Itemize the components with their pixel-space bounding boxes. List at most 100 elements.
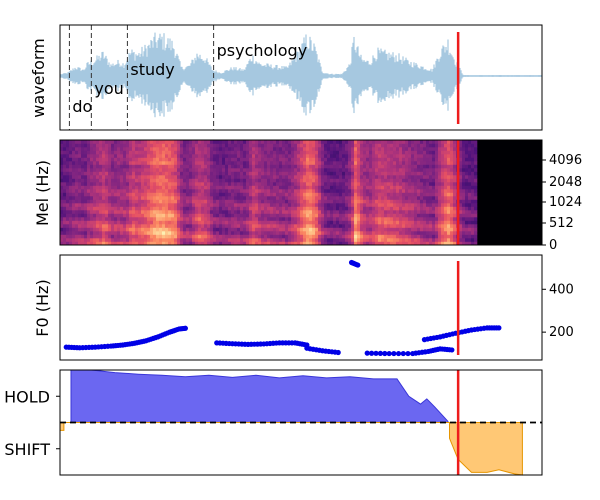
- mel-cell: [231, 185, 235, 190]
- mel-cell: [255, 217, 259, 221]
- mel-cell: [420, 171, 424, 176]
- mel-cell: [153, 220, 157, 225]
- mel-cell: [285, 175, 289, 179]
- mel-cell: [336, 189, 340, 193]
- mel-cell: [174, 224, 178, 228]
- mel-cell: [459, 178, 463, 183]
- mel-cell: [315, 220, 319, 225]
- mel-cell: [393, 147, 397, 151]
- mel-cell: [231, 164, 235, 169]
- mel-cell: [462, 185, 466, 190]
- mel-cell: [93, 238, 97, 242]
- mel-cell: [267, 227, 271, 232]
- mel-cell: [171, 161, 175, 165]
- mel-cell: [150, 199, 154, 204]
- mel-cell: [432, 175, 436, 179]
- mel-cell: [321, 161, 325, 165]
- mel-cell: [195, 203, 199, 207]
- mel-cell: [144, 147, 148, 151]
- mel-cell: [183, 206, 187, 211]
- mel-cell: [372, 210, 376, 214]
- mel-cell: [474, 196, 478, 200]
- mel-cell: [102, 224, 106, 228]
- mel-cell: [390, 185, 394, 190]
- mel-cell: [186, 196, 190, 200]
- mel-cell: [66, 178, 70, 183]
- mel-cell: [96, 241, 100, 245]
- mel-cell: [126, 231, 130, 235]
- mel-cell: [423, 238, 427, 242]
- mel-cell: [426, 192, 430, 197]
- mel-cell: [249, 238, 253, 242]
- mel-cell: [444, 213, 448, 218]
- mel-cell: [129, 234, 133, 239]
- mel-cell: [447, 220, 451, 225]
- mel-cell: [78, 143, 82, 148]
- mel-cell: [117, 175, 121, 179]
- mel-cell: [153, 143, 157, 148]
- mel-cell: [198, 234, 202, 239]
- mel-cell: [384, 227, 388, 232]
- mel-cell: [144, 213, 148, 218]
- mel-cell: [114, 196, 118, 200]
- mel-cell: [90, 231, 94, 235]
- mel-cell: [168, 227, 172, 232]
- mel-cell: [330, 199, 334, 204]
- mel-cell: [141, 189, 145, 193]
- mel-cell: [303, 143, 307, 148]
- mel-cell: [228, 234, 232, 239]
- mel-cell: [321, 182, 325, 186]
- mel-cell: [135, 168, 139, 172]
- mel-cell: [447, 178, 451, 183]
- mel-cell: [387, 231, 391, 235]
- mel-cell: [222, 213, 226, 218]
- mel-cell: [387, 150, 391, 155]
- mel-cell: [63, 231, 67, 235]
- mel-cell: [324, 185, 328, 190]
- mel-cell: [174, 227, 178, 232]
- mel-cell: [87, 231, 91, 235]
- mel-cell: [207, 196, 211, 200]
- mel-cell: [111, 227, 115, 232]
- mel-cell: [126, 178, 130, 183]
- mel-cell: [402, 224, 406, 228]
- mel-cell: [123, 224, 127, 228]
- mel-cell: [243, 168, 247, 172]
- mel-cell: [153, 150, 157, 155]
- mel-cell: [249, 150, 253, 155]
- mel-cell: [117, 150, 121, 155]
- mel-cell: [312, 140, 316, 144]
- mel-cell: [345, 220, 349, 225]
- mel-cell: [165, 178, 169, 183]
- mel-cell: [108, 143, 112, 148]
- mel-cell: [282, 231, 286, 235]
- mel-cell: [87, 147, 91, 151]
- mel-cell: [99, 224, 103, 228]
- mel-cell: [252, 147, 256, 151]
- mel-cell: [435, 185, 439, 190]
- mel-cell: [129, 227, 133, 232]
- mel-cell: [396, 171, 400, 176]
- mel-cell: [336, 206, 340, 211]
- mel-cell: [399, 206, 403, 211]
- mel-cell: [339, 164, 343, 169]
- mel-cell: [420, 217, 424, 221]
- mel-cell: [462, 143, 466, 148]
- mel-cell: [429, 196, 433, 200]
- mel-cell: [84, 147, 88, 151]
- mel-cell: [327, 199, 331, 204]
- mel-cell: [312, 227, 316, 232]
- mel-cell: [330, 238, 334, 242]
- mel-cell: [207, 192, 211, 197]
- mel-cell: [237, 147, 241, 151]
- mel-cell: [138, 217, 142, 221]
- mel-cell: [336, 238, 340, 242]
- mel-cell: [129, 192, 133, 197]
- mel-cell: [222, 206, 226, 211]
- mel-cell: [168, 161, 172, 165]
- mel-cell: [372, 143, 376, 148]
- mel-cell: [261, 175, 265, 179]
- mel-cell: [117, 161, 121, 165]
- mel-cell: [111, 231, 115, 235]
- mel-cell: [234, 238, 238, 242]
